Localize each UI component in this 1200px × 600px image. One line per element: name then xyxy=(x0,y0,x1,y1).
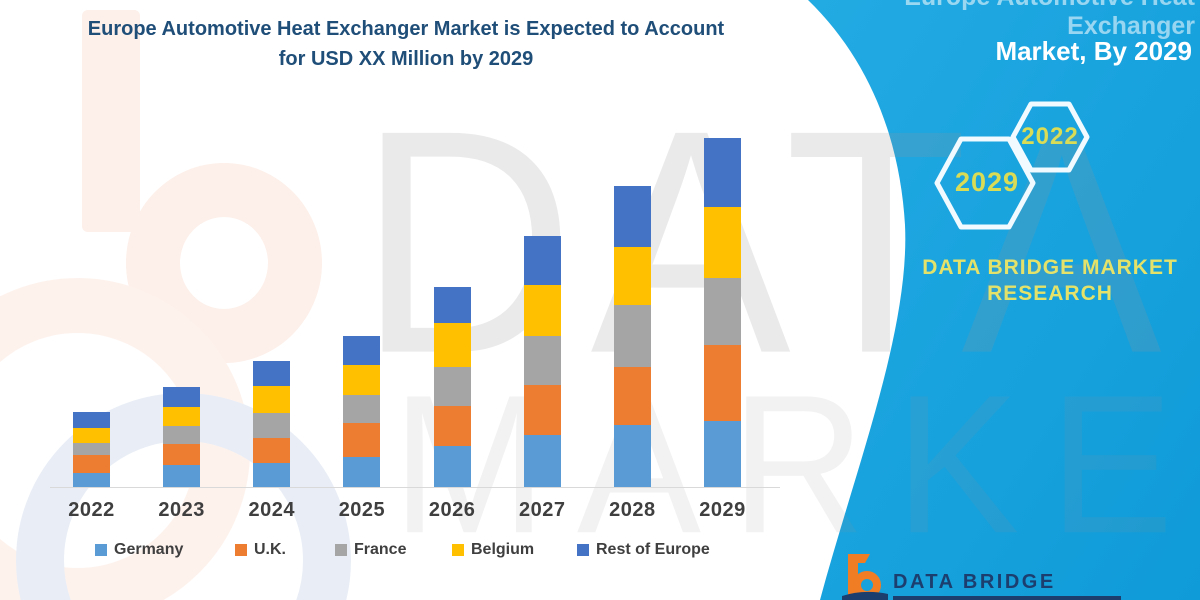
bar-segment-2024-belgium xyxy=(253,386,291,413)
bar-segment-2029-belgium xyxy=(704,207,742,278)
bar-segment-2028-u-k- xyxy=(613,367,651,425)
legend-item-u-k-: U.K. xyxy=(235,541,286,559)
legend-swatch xyxy=(95,544,107,556)
bar-segment-2025-france xyxy=(343,395,381,423)
hexagon-2022-label: 2022 xyxy=(1021,123,1079,150)
bar-segment-2028-france xyxy=(613,305,651,367)
footer-logo-bar xyxy=(893,596,1121,600)
hexagon-2029-outline xyxy=(934,136,1036,230)
bar-segment-2025-u-k- xyxy=(343,423,381,457)
chart-title: Europe Automotive Heat Exchanger Market … xyxy=(36,14,776,74)
bar-segment-2029-rest-of-europe xyxy=(704,138,742,207)
hexagon-2022-outline xyxy=(1010,101,1090,173)
bar-segment-2029-france xyxy=(704,278,742,345)
bar-segment-2026-france xyxy=(433,367,471,406)
bar-segment-2024-rest-of-europe xyxy=(253,361,291,386)
footer-logo-wordmark: DATA BRIDGE xyxy=(893,571,1056,593)
bar-segment-2028-rest-of-europe xyxy=(613,186,651,247)
bar-segment-2022-france xyxy=(73,443,110,455)
legend-item-germany: Germany xyxy=(95,541,183,559)
x-axis-label-2026: 2026 xyxy=(428,499,476,521)
x-axis-label-2028: 2028 xyxy=(609,499,656,521)
x-axis-label-2023: 2023 xyxy=(158,499,205,521)
bar-segment-2023-belgium xyxy=(163,407,201,426)
bar-segment-2026-belgium xyxy=(433,323,471,367)
bar-segment-2022-u-k- xyxy=(73,455,110,473)
bar-segment-2022-belgium xyxy=(73,428,110,443)
legend-swatch xyxy=(577,544,589,556)
x-axis-label-2022: 2022 xyxy=(68,499,115,521)
legend-label: Germany xyxy=(114,541,184,558)
bar-segment-2022-germany xyxy=(73,473,110,487)
footer-logo-b-icon xyxy=(842,554,888,600)
x-axis-label-2027: 2027 xyxy=(519,499,566,521)
legend-label: U.K. xyxy=(254,541,286,558)
bar-segment-2027-france xyxy=(523,336,561,385)
bar-segment-2028-belgium xyxy=(613,247,651,305)
legend-label: Belgium xyxy=(471,541,535,558)
bar-segment-2027-belgium xyxy=(523,285,561,336)
x-axis-label-2029: 2029 xyxy=(699,499,746,521)
x-axis-label-2024: 2024 xyxy=(248,499,296,521)
banner-title-line2: Market, By 2029 xyxy=(995,36,1192,66)
bar-segment-2024-france xyxy=(253,413,291,438)
legend-item-rest-of-europe: Rest of Europe xyxy=(577,541,710,559)
bar-segment-2025-germany xyxy=(343,457,381,487)
bar-segment-2026-germany xyxy=(433,446,471,487)
bar-segment-2028-germany xyxy=(613,425,651,487)
bar-segment-2029-u-k- xyxy=(704,345,742,421)
legend-label: Rest of Europe xyxy=(596,541,710,558)
banner-title-line1: Europe Automotive Heat Exchanger xyxy=(904,0,1195,40)
legend-swatch xyxy=(235,544,247,556)
legend-item-france: France xyxy=(335,541,406,559)
hexagon-2029-label: 2029 xyxy=(954,167,1020,197)
bar-segment-2025-rest-of-europe xyxy=(343,336,381,365)
bar-segment-2024-u-k- xyxy=(253,438,291,463)
x-axis-line xyxy=(50,487,780,488)
bar-segment-2023-u-k- xyxy=(163,444,201,465)
hexagon-badges xyxy=(934,101,1090,230)
x-axis-label-2025: 2025 xyxy=(338,499,386,521)
chart-title-line2: for USD XX Million by 2029 xyxy=(278,48,534,70)
legend-item-belgium: Belgium xyxy=(452,541,534,559)
bar-segment-2022-rest-of-europe xyxy=(73,412,110,428)
bar-segment-2026-u-k- xyxy=(433,406,471,446)
bar-segment-2027-rest-of-europe xyxy=(523,236,561,285)
legend-swatch xyxy=(335,544,347,556)
bar-segment-2023-rest-of-europe xyxy=(163,387,201,407)
brand-name-line2: RESEARCH xyxy=(987,282,1113,306)
bar-segment-2023-germany xyxy=(163,465,201,487)
legend-label: France xyxy=(354,541,407,558)
bar-segment-2024-germany xyxy=(253,463,291,487)
brand-name: DATA BRIDGE MARKET RESEARCH xyxy=(912,255,1188,308)
brand-name-line1: DATA BRIDGE MARKET xyxy=(922,256,1178,279)
bar-segment-2029-germany xyxy=(704,421,742,487)
bar-segment-2025-belgium xyxy=(343,365,381,395)
chart-title-line1: Europe Automotive Heat Exchanger Market … xyxy=(87,18,725,40)
bar-segment-2027-u-k- xyxy=(523,385,561,435)
legend-swatch xyxy=(452,544,464,556)
bar-segment-2023-france xyxy=(163,426,201,444)
bar-segment-2026-rest-of-europe xyxy=(433,287,471,323)
bar-segment-2027-germany xyxy=(523,435,561,487)
